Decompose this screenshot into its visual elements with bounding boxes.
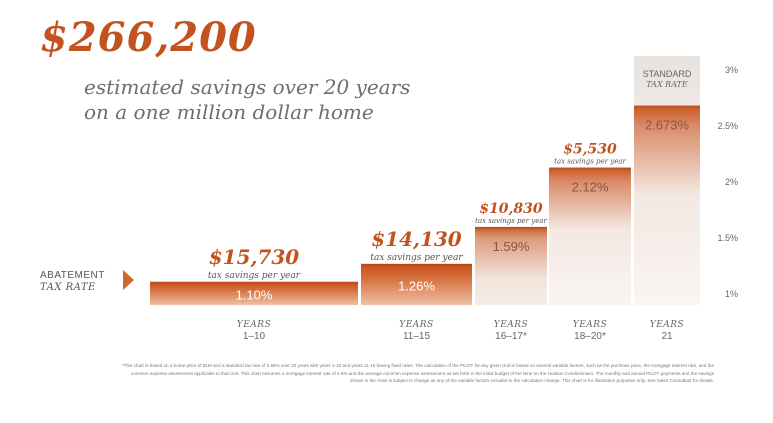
bar-value-label-1: 1.26% bbox=[398, 278, 435, 293]
category-years-word-0: YEARS bbox=[237, 320, 271, 330]
y-tick-label-4: 3% bbox=[725, 65, 738, 75]
category-range-4: 21 bbox=[661, 331, 673, 342]
savings-caption-1: tax savings per year bbox=[370, 253, 463, 263]
savings-caption-0: tax savings per year bbox=[208, 271, 301, 281]
category-range-0: 1–10 bbox=[243, 331, 266, 342]
bar-value-label-2: 1.59% bbox=[493, 239, 530, 254]
bar-3 bbox=[549, 167, 631, 305]
category-range-1: 11–15 bbox=[403, 331, 431, 342]
y-tick-label-3: 2.5% bbox=[717, 121, 738, 131]
bar-top-edge-1 bbox=[361, 263, 472, 266]
category-range-2: 16–17* bbox=[495, 331, 527, 342]
standard-label-line-1: STANDARD bbox=[643, 69, 692, 79]
y-tick-label-2: 2% bbox=[725, 177, 738, 187]
bar-2 bbox=[475, 226, 547, 305]
savings-caption-2: tax savings per year bbox=[475, 217, 547, 225]
savings-amount-2: $10,830 bbox=[479, 201, 543, 217]
savings-amount-3: $5,530 bbox=[563, 142, 617, 158]
savings-amount-0: $15,730 bbox=[209, 245, 300, 269]
savings-caption-3: tax savings per year bbox=[554, 158, 626, 166]
savings-amount-1: $14,130 bbox=[371, 227, 462, 251]
chart-footnote: *This chart is based on a home price of … bbox=[121, 363, 714, 383]
abatement-label-line-2: TAX RATE bbox=[40, 282, 96, 293]
bar-top-edge-3 bbox=[549, 167, 631, 170]
abatement-tax-rate-label: ABATEMENT TAX RATE bbox=[40, 270, 105, 294]
subheadline-line-1: estimated savings over 20 years bbox=[84, 75, 411, 99]
abatement-label-line-1: ABATEMENT bbox=[40, 270, 105, 281]
bar-value-label-0: 1.10% bbox=[236, 287, 273, 302]
bar-value-label-4: 2.673% bbox=[645, 118, 690, 133]
category-range-3: 18–20* bbox=[574, 331, 606, 342]
category-years-word-4: YEARS bbox=[650, 320, 684, 330]
bar-top-edge-4 bbox=[634, 105, 700, 108]
chevron-right-icon bbox=[123, 270, 134, 290]
category-years-word-3: YEARS bbox=[573, 320, 607, 330]
category-years-word-1: YEARS bbox=[399, 320, 433, 330]
subheadline-line-2: on a one million dollar home bbox=[84, 100, 374, 124]
headline-savings: $266,200 bbox=[40, 14, 257, 61]
bar-top-edge-0 bbox=[150, 281, 358, 284]
bar-top-edge-2 bbox=[475, 226, 547, 229]
y-tick-label-1: 1.5% bbox=[717, 233, 738, 243]
y-tick-label-0: 1% bbox=[725, 289, 738, 299]
bar-value-label-3: 2.12% bbox=[572, 180, 609, 195]
bar-4 bbox=[634, 105, 700, 306]
category-years-word-2: YEARS bbox=[494, 320, 528, 330]
standard-label-line-2: TAX RATE bbox=[646, 80, 688, 89]
bar-1 bbox=[361, 263, 472, 305]
bar-0 bbox=[150, 281, 358, 305]
